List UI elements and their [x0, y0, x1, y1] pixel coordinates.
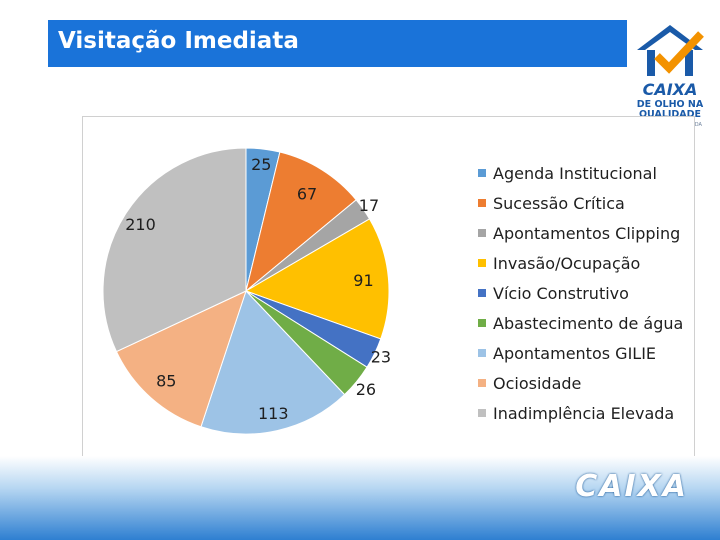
legend-item: Vício Construtivo [478, 278, 683, 308]
data-label: 210 [125, 215, 156, 234]
legend-swatch [478, 169, 486, 177]
footer-caixa-logo: CAIXA [575, 469, 688, 504]
data-label: 113 [258, 404, 289, 423]
legend-item: Sucessão Crítica [478, 188, 683, 218]
legend-swatch [478, 409, 486, 417]
data-label: 23 [371, 347, 391, 366]
legend-item: Ociosidade [478, 368, 683, 398]
pie-slice [200, 290, 346, 435]
legend-swatch [478, 289, 486, 297]
legend-swatch [478, 229, 486, 237]
footer-band: CAIXA [0, 456, 720, 540]
legend-label: Ociosidade [493, 373, 582, 393]
data-label: 25 [251, 155, 271, 174]
legend-label: Vício Construtivo [493, 283, 629, 303]
legend-label: Agenda Institucional [493, 163, 657, 183]
slide-title: Visitação Imediata [58, 28, 299, 54]
data-label: 91 [353, 271, 373, 290]
legend-swatch [478, 319, 486, 327]
legend-item: Apontamentos GILIE [478, 338, 683, 368]
legend-item: Agenda Institucional [478, 158, 683, 188]
pie-slice [115, 290, 247, 428]
logo-quality-text: DE OLHO NA QUALIDADE [636, 99, 704, 120]
data-label: 17 [359, 196, 379, 215]
legend-label: Abastecimento de água [493, 313, 684, 333]
legend-item: Apontamentos Clipping [478, 218, 683, 248]
legend-swatch [478, 199, 486, 207]
legend-swatch [478, 259, 486, 267]
data-label: 26 [356, 380, 376, 399]
pie-slice [244, 218, 390, 340]
legend-swatch [478, 349, 486, 357]
legend-swatch [478, 379, 486, 387]
legend-label: Apontamentos Clipping [493, 223, 681, 243]
title-bar: Visitação Imediata [48, 20, 713, 67]
legend-item: Invasão/Ocupação [478, 248, 683, 278]
house-check-icon [637, 25, 704, 76]
data-label: 67 [297, 185, 317, 204]
legend-label: Inadimplência Elevada [493, 403, 675, 423]
chart-legend: Agenda Institucional Sucessão Crítica Apon… [478, 158, 683, 428]
legend-item: Inadimplência Elevada [478, 398, 683, 428]
legend-label: Apontamentos GILIE [493, 343, 657, 363]
legend-label: Sucessão Crítica [493, 193, 625, 213]
legend-label: Invasão/Ocupação [493, 253, 641, 273]
legend-item: Abastecimento de água [478, 308, 683, 338]
pie-slice [102, 147, 247, 353]
pie-slice [245, 151, 357, 293]
data-label: 85 [156, 372, 176, 391]
logo-brand-text: CAIXA [642, 80, 698, 99]
